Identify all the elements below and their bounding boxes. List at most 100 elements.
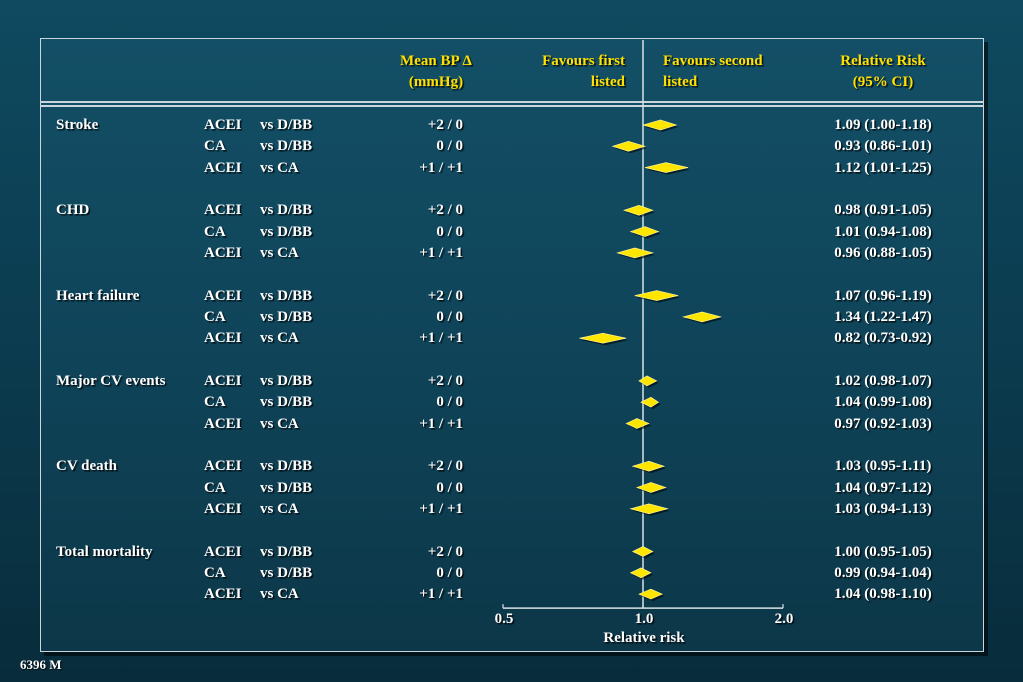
risk-diamond-marker <box>611 140 647 152</box>
risk-diamond-marker <box>629 567 652 579</box>
comparator-label: vs CA <box>260 500 299 517</box>
bp-change-value: 0 / 0 <box>436 223 463 240</box>
risk-diamond-marker <box>638 375 658 387</box>
relative-risk-value: 0.99 (0.94-1.04) <box>834 564 932 581</box>
relative-risk-value: 1.34 (1.22-1.47) <box>834 308 932 325</box>
mean-bp-header-line1: Mean BP Δ <box>400 53 472 69</box>
risk-diamond-marker <box>625 418 650 429</box>
bp-change-value: +1 / +1 <box>419 586 463 603</box>
relative-risk-value: 1.00 (0.95-1.05) <box>834 543 932 560</box>
relative-risk-value: 1.12 (1.01-1.25) <box>834 159 932 176</box>
x-tick-label: 1.0 <box>634 611 654 628</box>
bp-change-value: 0 / 0 <box>436 564 463 581</box>
bp-change-value: 0 / 0 <box>436 394 463 411</box>
mean-bp-header: Mean BP Δ (mmHg) <box>381 53 491 91</box>
relative-risk-value: 1.03 (0.95-1.11) <box>834 458 932 475</box>
drug-label: ACEI <box>204 159 242 176</box>
drug-label: ACEI <box>204 244 242 261</box>
bp-change-value: +1 / +1 <box>419 244 463 261</box>
outcome-label: CHD <box>56 202 90 219</box>
drug-label: CA <box>204 308 226 325</box>
risk-diamond-marker <box>631 546 654 557</box>
drug-label: ACEI <box>204 586 242 603</box>
favours-first-header: Favours first listed <box>505 53 625 91</box>
header-rule-bottom <box>41 105 983 107</box>
outcome-label: CV death <box>56 458 117 475</box>
relative-risk-value: 0.82 (0.73-0.92) <box>834 330 932 347</box>
relative-risk-header-line1: Relative Risk <box>840 53 926 69</box>
relative-risk-value: 1.07 (0.96-1.19) <box>834 287 932 304</box>
risk-diamond-marker <box>616 247 654 259</box>
comparator-label: vs D/BB <box>260 394 313 411</box>
favours-second-header: Favours second listed <box>663 53 793 91</box>
favours-second-header-line1: Favours second <box>663 53 763 69</box>
comparator-label: vs D/BB <box>260 138 313 155</box>
comparator-label: vs CA <box>260 159 299 176</box>
relative-risk-value: 1.04 (0.99-1.08) <box>834 394 932 411</box>
risk-diamond-marker <box>638 588 663 600</box>
relative-risk-value: 0.93 (0.86-1.01) <box>834 138 932 155</box>
comparator-label: vs D/BB <box>260 202 313 219</box>
drug-label: CA <box>204 479 226 496</box>
bp-change-value: +1 / +1 <box>419 500 463 517</box>
drug-label: ACEI <box>204 117 242 133</box>
outcome-label: Heart failure <box>56 287 140 304</box>
relative-risk-value: 0.98 (0.91-1.05) <box>834 202 932 219</box>
bp-change-value: +2 / 0 <box>427 458 463 475</box>
comparator-label: vs D/BB <box>260 117 313 133</box>
bp-change-value: +1 / +1 <box>419 159 463 176</box>
bp-change-value: +2 / 0 <box>427 117 463 133</box>
drug-label: ACEI <box>204 458 242 475</box>
risk-diamond-marker <box>641 119 678 131</box>
risk-diamond-marker <box>579 332 627 344</box>
favours-first-header-line1: Favours first <box>542 53 625 69</box>
favours-first-header-line2: listed <box>590 74 625 90</box>
comparator-label: vs D/BB <box>260 458 313 475</box>
risk-diamond-marker <box>640 396 660 408</box>
drug-label: ACEI <box>204 202 242 219</box>
outcome-label: Total mortality <box>56 543 153 560</box>
risk-diamond-marker <box>623 204 654 216</box>
risk-diamond-marker <box>631 460 666 472</box>
drug-label: ACEI <box>204 543 242 560</box>
bp-change-value: +2 / 0 <box>427 543 463 560</box>
drug-label: CA <box>204 138 226 155</box>
risk-diamond-marker <box>629 503 669 515</box>
forest-plot-panel: Mean BP Δ (mmHg) Favours first listed Fa… <box>40 38 984 652</box>
x-tick-label: 0.5 <box>494 611 514 628</box>
comparator-label: vs D/BB <box>260 479 313 496</box>
header-rule-top <box>41 101 983 103</box>
bp-change-value: 0 / 0 <box>436 308 463 325</box>
risk-diamond-marker <box>629 226 660 237</box>
comparator-label: vs CA <box>260 415 299 432</box>
comparator-label: vs D/BB <box>260 543 313 560</box>
relative-risk-value: 1.09 (1.00-1.18) <box>834 117 932 133</box>
bp-change-value: 0 / 0 <box>436 479 463 496</box>
relative-risk-header-line2: (95% CI) <box>852 74 914 90</box>
comparator-label: vs CA <box>260 330 299 347</box>
comparator-label: vs D/BB <box>260 564 313 581</box>
risk-diamond-marker <box>644 162 689 173</box>
relative-risk-value: 1.03 (0.94-1.13) <box>834 500 932 517</box>
relative-risk-value: 1.04 (0.97-1.12) <box>834 479 932 496</box>
x-tick-label: 2.0 <box>774 611 794 628</box>
comparator-label: vs CA <box>260 586 299 603</box>
comparator-label: vs D/BB <box>260 223 313 240</box>
outcome-label: Stroke <box>56 117 99 133</box>
drug-label: ACEI <box>204 372 242 389</box>
risk-diamond-marker <box>635 482 667 493</box>
bp-change-value: 0 / 0 <box>436 138 463 155</box>
bp-change-value: +1 / +1 <box>419 415 463 432</box>
risk-diamond-marker <box>634 290 679 301</box>
bp-change-value: +2 / 0 <box>427 372 463 389</box>
risk-diamond-marker <box>681 311 722 323</box>
slide-footnote: 6396 M <box>20 657 62 672</box>
mean-bp-header-line2: (mmHg) <box>408 74 464 90</box>
drug-label: ACEI <box>204 415 242 432</box>
outcome-label: Major CV events <box>56 372 166 389</box>
comparator-label: vs D/BB <box>260 372 313 389</box>
bp-change-value: +2 / 0 <box>427 287 463 304</box>
drug-label: ACEI <box>204 330 242 347</box>
drug-label: ACEI <box>204 500 242 517</box>
